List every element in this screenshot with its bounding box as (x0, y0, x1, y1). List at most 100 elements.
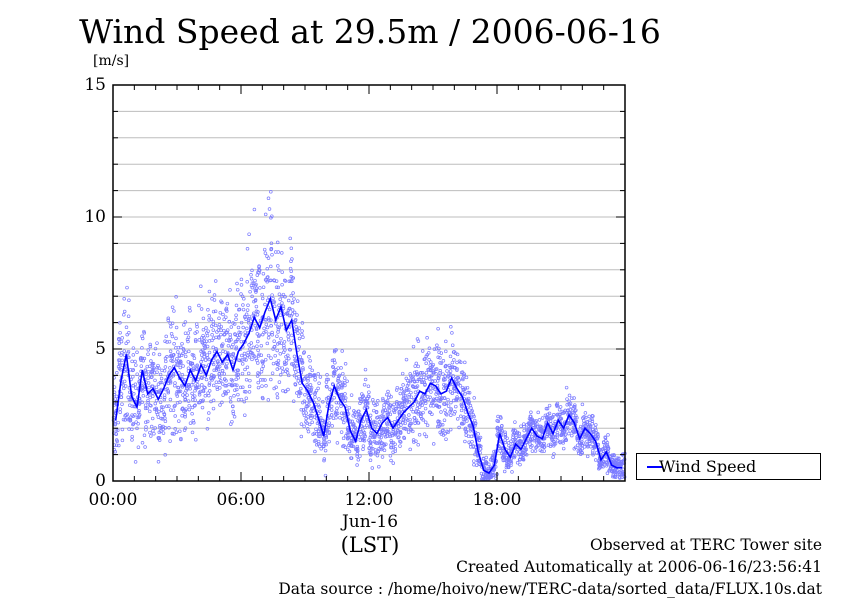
scatter-point (128, 419, 132, 423)
scatter-point (207, 314, 211, 318)
scatter-point (308, 372, 313, 377)
scatter-point (454, 397, 458, 402)
scatter-point (120, 402, 124, 406)
scatter-point (542, 441, 546, 446)
scatter-point (422, 432, 427, 436)
scatter-point (148, 409, 152, 414)
scatter-point (300, 329, 304, 333)
scatter-point (151, 394, 155, 399)
scatter-point (567, 431, 571, 436)
scatter-point (473, 418, 477, 423)
scatter-point (298, 381, 302, 385)
scatter-point (128, 368, 133, 372)
scatter-point (249, 341, 254, 345)
scatter-point (298, 391, 303, 395)
scatter-point (516, 434, 521, 438)
scatter-point (548, 444, 553, 448)
scatter-point (167, 404, 171, 408)
scatter-point (170, 431, 175, 436)
scatter-point (241, 385, 245, 389)
scatter-point (120, 427, 125, 432)
scatter-point (217, 364, 222, 369)
scatter-point (116, 428, 120, 433)
scatter-point (463, 392, 467, 396)
scatter-point (166, 318, 170, 323)
scatter-point (334, 415, 338, 420)
scatter-point (384, 442, 388, 446)
scatter-point (261, 364, 266, 368)
scatter-point (481, 457, 486, 461)
scatter-point (437, 374, 441, 378)
scatter-point (143, 445, 147, 449)
scatter-point (553, 442, 558, 446)
scatter-point (207, 389, 212, 393)
scatter-point (168, 439, 172, 443)
scatter-point (502, 469, 507, 474)
x-tick-label: 06:00 (216, 490, 266, 510)
scatter-point (207, 289, 212, 294)
scatter-point (445, 369, 449, 373)
scatter-point (277, 268, 281, 272)
scatter-point (368, 458, 373, 463)
scatter-point (552, 452, 556, 456)
scatter-point (334, 400, 339, 405)
scatter-point (411, 410, 415, 414)
scatter-point (555, 403, 559, 408)
scatter-point (168, 380, 173, 385)
scatter-point (118, 410, 122, 414)
scatter-point (409, 390, 413, 395)
scatter-point (529, 410, 533, 415)
scatter-point (247, 384, 252, 389)
scatter-point (378, 414, 382, 419)
scatter-point (295, 328, 300, 332)
scatter-point (570, 433, 574, 438)
scatter-point (309, 388, 314, 392)
scatter-point (591, 452, 595, 457)
scatter-point (137, 409, 141, 413)
scatter-point (354, 415, 358, 420)
scatter-point (218, 310, 223, 315)
scatter-point (293, 318, 297, 323)
scatter-point (124, 325, 129, 330)
scatter-point (363, 367, 368, 372)
scatter-point (560, 431, 565, 436)
scatter-point (551, 455, 555, 459)
scatter-point (133, 382, 138, 387)
scatter-point (261, 285, 266, 289)
scatter-point (252, 207, 257, 212)
scatter-point (400, 371, 405, 376)
scatter-point (336, 387, 341, 391)
scatter-point (256, 339, 260, 344)
scatter-point (282, 340, 287, 344)
scatter-point (323, 448, 328, 453)
scatter-point (315, 421, 320, 425)
scatter-point (201, 316, 206, 321)
scatter-point (544, 406, 549, 411)
scatter-point (375, 402, 379, 407)
scatter-point (363, 425, 367, 430)
scatter-point (233, 388, 237, 392)
scatter-point (330, 424, 334, 428)
scatter-point (358, 396, 362, 401)
scatter-point (182, 409, 186, 414)
scatter-point (362, 400, 366, 404)
scatter-point (207, 350, 212, 355)
scatter-point (143, 403, 148, 407)
scatter-point (363, 377, 368, 382)
scatter-point (300, 332, 304, 337)
scatter-point (362, 382, 367, 387)
scatter-point (358, 454, 362, 458)
scatter-point (606, 433, 610, 437)
scatter-point (173, 414, 177, 418)
scatter-point (377, 464, 381, 469)
scatter-point (421, 410, 425, 415)
scatter-point (424, 370, 429, 375)
scatter-point (266, 256, 271, 260)
scatter-point (321, 444, 326, 448)
scatter-point (154, 406, 159, 411)
scatter-point (206, 417, 211, 421)
scatter-point (213, 279, 218, 283)
scatter-point (295, 299, 300, 303)
scatter-point (260, 395, 265, 400)
scatter-point (449, 400, 453, 405)
